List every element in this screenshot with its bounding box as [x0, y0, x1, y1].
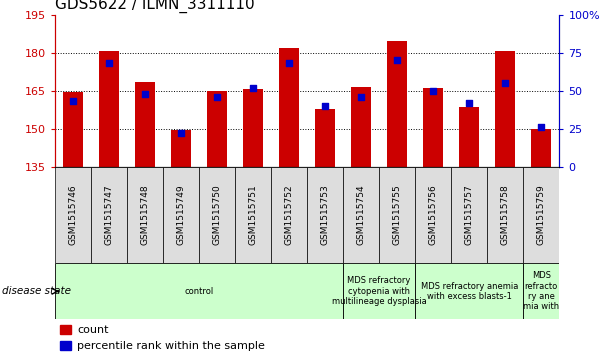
FancyBboxPatch shape — [451, 167, 487, 263]
Text: GSM1515755: GSM1515755 — [393, 185, 402, 245]
FancyBboxPatch shape — [523, 263, 559, 319]
FancyBboxPatch shape — [343, 167, 379, 263]
Text: disease state: disease state — [2, 286, 71, 296]
FancyBboxPatch shape — [487, 167, 523, 263]
Point — [104, 60, 114, 66]
Text: GSM1515749: GSM1515749 — [176, 185, 185, 245]
Text: GSM1515758: GSM1515758 — [501, 185, 510, 245]
Text: GSM1515759: GSM1515759 — [537, 185, 546, 245]
FancyBboxPatch shape — [55, 167, 91, 263]
FancyBboxPatch shape — [127, 167, 163, 263]
Bar — [351, 87, 371, 167]
Text: GSM1515746: GSM1515746 — [68, 185, 77, 245]
Point — [428, 88, 438, 94]
FancyBboxPatch shape — [91, 167, 127, 263]
Bar — [531, 129, 551, 167]
Text: MDS refractory anemia
with excess blasts-1: MDS refractory anemia with excess blasts… — [421, 282, 518, 301]
Point — [140, 91, 150, 97]
Text: GDS5622 / ILMN_3311110: GDS5622 / ILMN_3311110 — [55, 0, 254, 13]
Bar — [171, 130, 191, 167]
Point — [212, 94, 222, 100]
Text: GSM1515752: GSM1515752 — [285, 185, 294, 245]
FancyBboxPatch shape — [307, 167, 343, 263]
Text: GSM1515756: GSM1515756 — [429, 185, 438, 245]
Point — [284, 60, 294, 66]
Point — [465, 100, 474, 106]
Text: GSM1515748: GSM1515748 — [140, 185, 150, 245]
Bar — [207, 91, 227, 167]
Text: GSM1515747: GSM1515747 — [105, 185, 113, 245]
Text: GSM1515754: GSM1515754 — [357, 185, 365, 245]
FancyBboxPatch shape — [415, 263, 523, 319]
Bar — [496, 52, 515, 167]
FancyBboxPatch shape — [199, 167, 235, 263]
FancyBboxPatch shape — [271, 167, 307, 263]
Point — [392, 57, 402, 63]
Bar — [63, 92, 83, 167]
Text: GSM1515753: GSM1515753 — [320, 185, 330, 245]
FancyBboxPatch shape — [415, 167, 451, 263]
Point — [248, 85, 258, 91]
Text: MDS refractory
cytopenia with
multilineage dysplasia: MDS refractory cytopenia with multilinea… — [332, 276, 426, 306]
Bar — [459, 107, 479, 167]
Point — [356, 94, 366, 100]
Legend: count, percentile rank within the sample: count, percentile rank within the sample — [60, 325, 265, 351]
Bar — [315, 109, 335, 167]
Bar — [387, 41, 407, 167]
Text: control: control — [184, 287, 213, 296]
FancyBboxPatch shape — [55, 263, 343, 319]
Point — [536, 125, 546, 130]
FancyBboxPatch shape — [523, 167, 559, 263]
Text: GSM1515751: GSM1515751 — [249, 185, 257, 245]
Bar — [243, 90, 263, 167]
Text: MDS
refracto
ry ane
mia with: MDS refracto ry ane mia with — [523, 271, 559, 311]
Bar — [135, 82, 155, 167]
FancyBboxPatch shape — [235, 167, 271, 263]
Bar — [99, 52, 119, 167]
Bar — [279, 48, 299, 167]
Point — [500, 80, 510, 86]
Point — [68, 98, 78, 104]
Bar — [423, 88, 443, 167]
Text: GSM1515750: GSM1515750 — [212, 185, 221, 245]
FancyBboxPatch shape — [379, 167, 415, 263]
FancyBboxPatch shape — [163, 167, 199, 263]
Point — [176, 131, 185, 136]
Point — [320, 103, 330, 109]
FancyBboxPatch shape — [343, 263, 415, 319]
Text: GSM1515757: GSM1515757 — [465, 185, 474, 245]
